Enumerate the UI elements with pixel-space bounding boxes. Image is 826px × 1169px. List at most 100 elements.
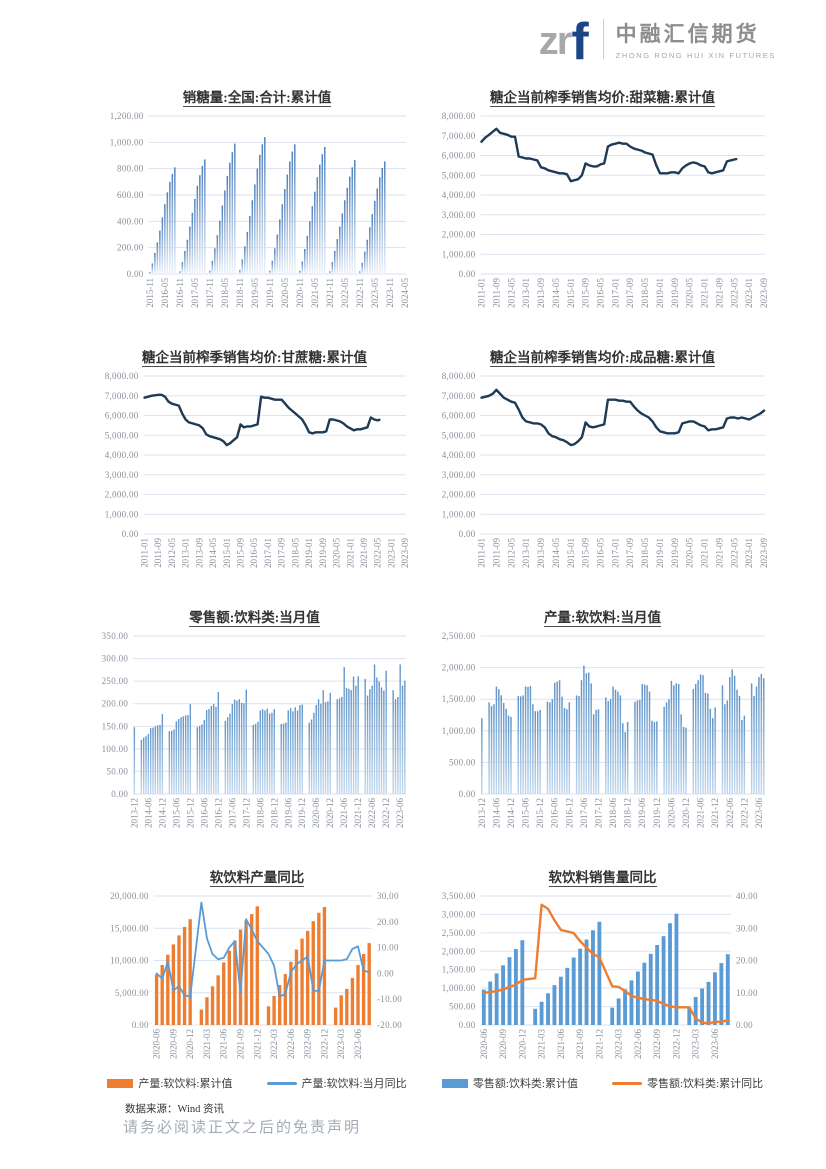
svg-text:5,000.00: 5,000.00 <box>105 430 139 440</box>
svg-text:2022-05: 2022-05 <box>729 538 739 568</box>
logo-wordmark: 中融汇信期货 ZHONG RONG HUI XIN FUTURES <box>616 18 776 60</box>
svg-text:2013-12: 2013-12 <box>129 798 139 828</box>
legend-item: 零售额:饮料类:累计同比 <box>612 1075 763 1091</box>
svg-text:7,000.00: 7,000.00 <box>442 391 476 401</box>
svg-text:1,000.00: 1,000.00 <box>442 983 476 993</box>
svg-text:10,000.00: 10,000.00 <box>110 956 149 966</box>
svg-text:2012-05: 2012-05 <box>506 538 516 568</box>
svg-text:2011-09: 2011-09 <box>491 278 501 308</box>
chart-canvas: 0.00 50.00 100.00 150.00 200.00 250.00 300.00 3… <box>93 630 416 842</box>
svg-text:2015-01: 2015-01 <box>566 538 576 568</box>
svg-text:5,000.00: 5,000.00 <box>442 430 476 440</box>
legend-label: 零售额:饮料类:累计值 <box>472 1078 578 1090</box>
svg-text:-20.00: -20.00 <box>377 1020 402 1030</box>
chart-title: 产量:软饮料:当月值 <box>544 610 661 627</box>
chart-title: 销糖量:全国:合计:累计值 <box>182 90 332 107</box>
svg-text:2017-09: 2017-09 <box>625 278 635 308</box>
svg-text:2022-12: 2022-12 <box>671 1029 681 1059</box>
svg-text:2022-06: 2022-06 <box>725 798 735 828</box>
svg-text:250.00: 250.00 <box>102 676 129 686</box>
svg-text:1,000.00: 1,000.00 <box>105 509 139 519</box>
chart-canvas: 0.00 1,000.00 2,000.00 3,000.00 4,000.00 5,00… <box>93 370 416 582</box>
svg-text:1,500.00: 1,500.00 <box>442 965 476 975</box>
legend-item: 零售额:饮料类:累计值 <box>441 1075 578 1091</box>
chart-sugar-sales-cumulative: 销糖量:全国:合计:累计值 0.00 200.00 400.00 600.00 800.… <box>98 86 416 322</box>
legend-label: 零售额:饮料类:累计同比 <box>647 1078 764 1090</box>
chart-svg-beverage-sales-yoy: 0.00 500.00 1,000.00 1,500.00 2,000.00 2,500.… <box>442 891 758 1059</box>
svg-text:2017-06: 2017-06 <box>227 798 237 828</box>
svg-text:2017-12: 2017-12 <box>593 798 603 828</box>
svg-text:2023-05: 2023-05 <box>370 278 380 308</box>
svg-text:2014-12: 2014-12 <box>506 798 516 828</box>
svg-text:200.00: 200.00 <box>102 699 129 709</box>
svg-text:2014-06: 2014-06 <box>143 798 153 828</box>
svg-text:2021-06: 2021-06 <box>556 1029 566 1059</box>
chart-svg-refined-sugar-price: 0.00 1,000.00 2,000.00 3,000.00 4,000.00 5,00… <box>442 371 769 568</box>
chart-beverage-sales-yoy: 软饮料销售量同比 0.00 500.00 1,000.00 1,500.00 2,000… <box>430 866 775 1091</box>
svg-text:2020-06: 2020-06 <box>479 1029 489 1059</box>
svg-text:2013-09: 2013-09 <box>536 538 546 568</box>
svg-text:2019-01: 2019-01 <box>655 278 665 308</box>
svg-text:2016-05: 2016-05 <box>595 278 605 308</box>
chart-cane-sugar-price: 糖企当前榨季销售均价:甘蔗糖:累计值 0.00 1,000.00 2,000.00 3… <box>93 346 416 582</box>
chart-title: 糖企当前榨季销售均价:甜菜糖:累计值 <box>490 90 715 107</box>
svg-text:2013-12: 2013-12 <box>477 798 487 828</box>
svg-text:2021-12: 2021-12 <box>710 798 720 828</box>
svg-text:40.00: 40.00 <box>736 891 758 901</box>
svg-text:2021-06: 2021-06 <box>219 1029 229 1059</box>
svg-text:2016-12: 2016-12 <box>564 798 574 828</box>
svg-text:4,000.00: 4,000.00 <box>105 450 139 460</box>
svg-text:2012-05: 2012-05 <box>506 278 516 308</box>
svg-text:2013-01: 2013-01 <box>521 278 531 308</box>
svg-text:20.00: 20.00 <box>377 917 399 927</box>
svg-text:2019-01: 2019-01 <box>655 538 665 568</box>
svg-text:0.00: 0.00 <box>736 1020 753 1030</box>
svg-text:2021-09: 2021-09 <box>714 538 724 568</box>
chart-beet-sugar-price: 糖企当前榨季销售均价:甜菜糖:累计值 0.00 1,000.00 2,000.00 3… <box>430 86 775 322</box>
chart-canvas: 0.00 200.00 400.00 600.00 800.00 1,000.00 1,20… <box>98 110 416 322</box>
svg-text:2023-06: 2023-06 <box>754 798 764 828</box>
svg-text:2022-11: 2022-11 <box>355 278 365 308</box>
svg-text:2011-09: 2011-09 <box>153 538 163 568</box>
svg-text:3,000.00: 3,000.00 <box>442 470 476 480</box>
logo-f-text: f <box>571 13 589 71</box>
svg-text:2017-12: 2017-12 <box>241 798 251 828</box>
svg-text:2,500.00: 2,500.00 <box>442 928 476 938</box>
svg-text:0.00: 0.00 <box>459 269 476 279</box>
svg-text:2022-12: 2022-12 <box>381 798 391 828</box>
svg-text:2021-12: 2021-12 <box>252 1029 262 1059</box>
chart-svg-soft-drink-output-yoy: 0.00 5,000.00 10,000.00 15,000.00 20,000.00 -… <box>110 891 402 1059</box>
svg-text:0.00: 0.00 <box>377 968 394 978</box>
svg-text:2011-01: 2011-01 <box>477 538 487 568</box>
svg-text:2023-09: 2023-09 <box>759 538 769 568</box>
svg-text:50.00: 50.00 <box>106 766 128 776</box>
svg-text:2020-05: 2020-05 <box>332 538 342 568</box>
svg-text:0.00: 0.00 <box>459 529 476 539</box>
svg-text:2015-01: 2015-01 <box>566 278 576 308</box>
svg-text:4,000.00: 4,000.00 <box>442 190 476 200</box>
svg-text:2017-01: 2017-01 <box>263 538 273 568</box>
svg-text:2019-11: 2019-11 <box>265 278 275 308</box>
chart-svg-beet-sugar-price: 0.00 1,000.00 2,000.00 3,000.00 4,000.00 5,00… <box>442 111 769 308</box>
legend-item: 产量:软饮料:累计值 <box>107 1075 233 1091</box>
svg-text:2016-05: 2016-05 <box>160 278 170 308</box>
svg-text:2022-05: 2022-05 <box>729 278 739 308</box>
chart-title: 零售额:饮料类:当月值 <box>189 610 320 627</box>
svg-text:2018-06: 2018-06 <box>608 798 618 828</box>
svg-text:2023-01: 2023-01 <box>744 538 754 568</box>
svg-text:-10.00: -10.00 <box>377 994 402 1004</box>
svg-text:2023-11: 2023-11 <box>385 278 395 308</box>
chart-legend: 零售额:饮料类:累计值 零售额:饮料类:累计同比 <box>430 1075 775 1091</box>
svg-text:7,000.00: 7,000.00 <box>105 391 139 401</box>
svg-text:2013-01: 2013-01 <box>521 538 531 568</box>
chart-canvas: 0.00 1,000.00 2,000.00 3,000.00 4,000.00 5,00… <box>430 370 775 582</box>
svg-text:2021-12: 2021-12 <box>594 1029 604 1059</box>
svg-text:2023-01: 2023-01 <box>744 278 754 308</box>
svg-text:7,000.00: 7,000.00 <box>442 131 476 141</box>
svg-text:2018-05: 2018-05 <box>220 278 230 308</box>
svg-text:2020-05: 2020-05 <box>685 538 695 568</box>
svg-text:400.00: 400.00 <box>117 216 144 226</box>
chart-legend: 产量:软饮料:累计值 产量:软饮料:当月同比 <box>98 1075 416 1091</box>
svg-text:20,000.00: 20,000.00 <box>110 891 149 901</box>
svg-text:2015-09: 2015-09 <box>235 538 245 568</box>
